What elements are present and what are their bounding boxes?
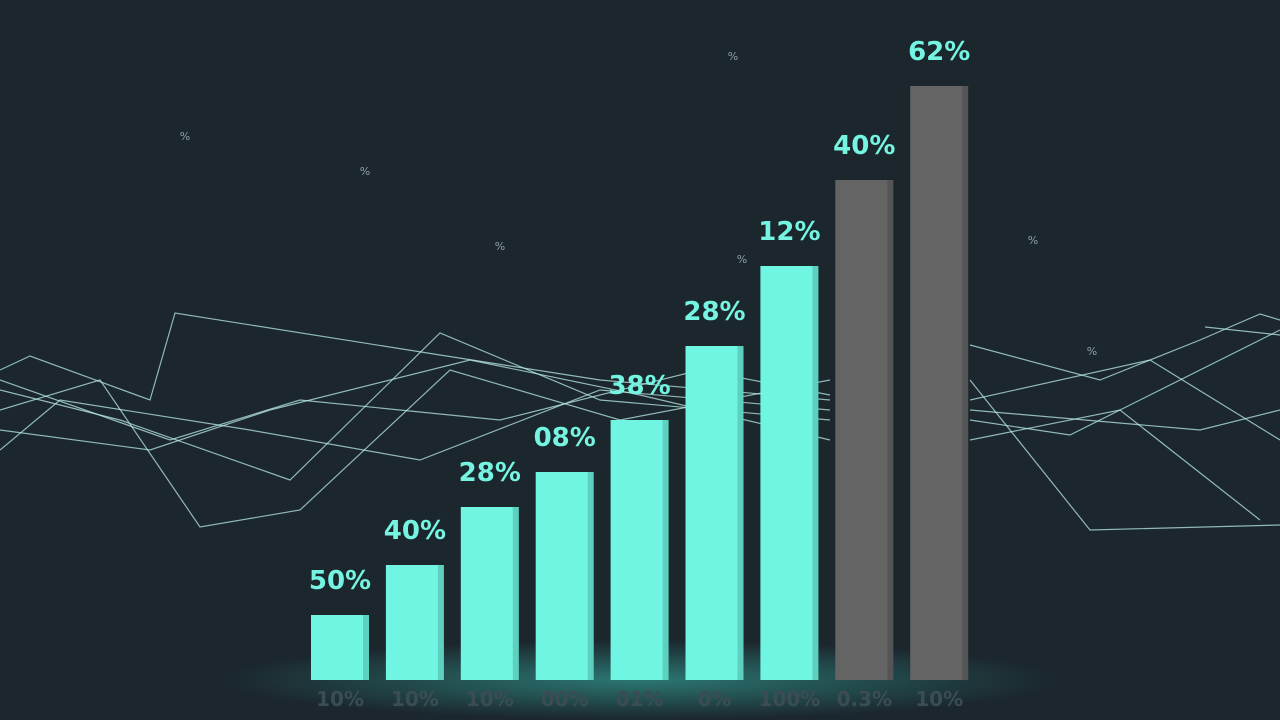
background-label: % [737, 253, 747, 266]
bar [460, 507, 519, 680]
bar-side [812, 266, 819, 680]
background-label: % [360, 165, 370, 178]
x-tick-label: 0.3% [837, 687, 892, 711]
bar-annotation: 40% [384, 516, 446, 546]
bar-annotation: 62% [908, 37, 970, 67]
background-label: % [495, 240, 505, 253]
x-tick-label: 01% [616, 687, 664, 711]
bar [760, 266, 819, 680]
x-tick-label: 00% [541, 687, 589, 711]
background-label: % [180, 130, 190, 143]
bar-side [587, 472, 594, 680]
bar [385, 565, 444, 680]
bar-side [363, 615, 369, 680]
bar-annotation: 08% [534, 423, 596, 453]
bar-side [737, 346, 744, 680]
bar-side [662, 420, 669, 680]
bar-annotation: 12% [758, 217, 820, 247]
x-tick-label: 100% [759, 687, 821, 711]
x-tick-label: 10% [466, 687, 514, 711]
bar-side [437, 565, 444, 680]
x-tick-label: 10% [316, 687, 364, 711]
background-network [0, 312, 1280, 531]
bar [910, 86, 969, 680]
bar-side [512, 507, 519, 680]
bar-annotation: 28% [683, 297, 745, 327]
background-label: % [1028, 234, 1038, 247]
bar [835, 180, 894, 680]
bar [685, 346, 744, 680]
background-label: % [728, 50, 738, 63]
x-tick-label: 0% [698, 687, 732, 711]
bar [311, 615, 369, 680]
bar-annotation: 38% [608, 371, 670, 401]
bar [610, 420, 669, 680]
bar [535, 472, 594, 680]
x-tick-label: 10% [391, 687, 439, 711]
bar-annotation: 28% [459, 458, 521, 488]
bar-annotation: 50% [309, 566, 371, 596]
bar-side [887, 180, 894, 680]
background-label: % [1087, 345, 1097, 358]
x-tick-label: 10% [915, 687, 963, 711]
bar-side [962, 86, 969, 680]
bar-annotation: 40% [833, 131, 895, 161]
